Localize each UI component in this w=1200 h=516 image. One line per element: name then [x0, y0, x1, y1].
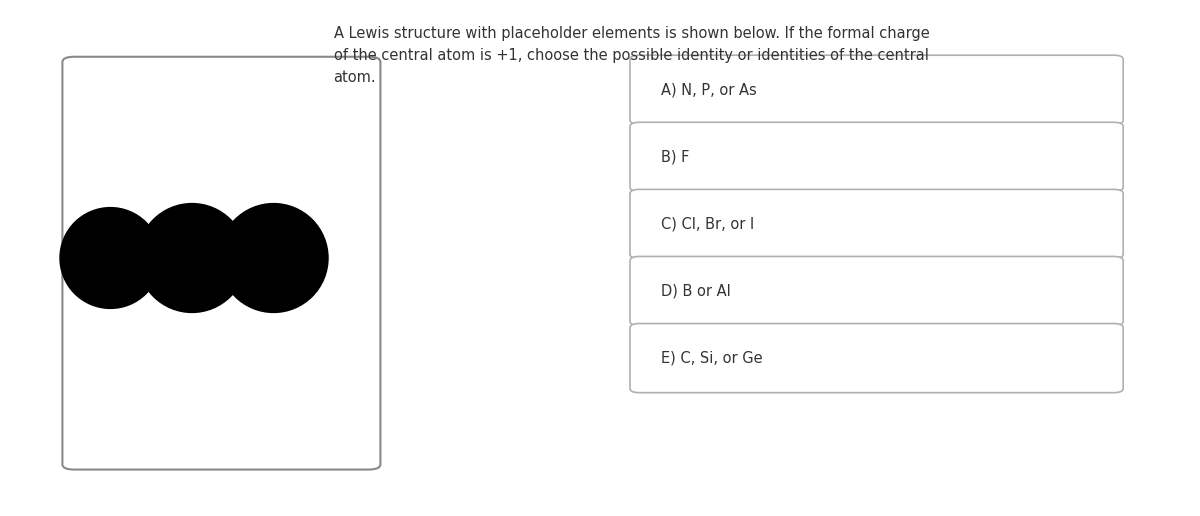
FancyBboxPatch shape	[630, 122, 1123, 191]
Text: D) B or Al: D) B or Al	[661, 283, 731, 299]
Text: C) Cl, Br, or I: C) Cl, Br, or I	[661, 216, 755, 232]
FancyBboxPatch shape	[630, 324, 1123, 393]
Text: A) N, P, or As: A) N, P, or As	[661, 82, 757, 98]
FancyBboxPatch shape	[630, 256, 1123, 326]
Text: E) C, Si, or Ge: E) C, Si, or Ge	[661, 350, 763, 366]
Text: A Lewis structure with placeholder elements is shown below. If the formal charge: A Lewis structure with placeholder eleme…	[334, 26, 929, 85]
Ellipse shape	[220, 204, 328, 312]
Ellipse shape	[138, 204, 246, 312]
FancyBboxPatch shape	[630, 55, 1123, 124]
Ellipse shape	[60, 207, 161, 309]
Text: B) F: B) F	[661, 149, 690, 165]
FancyBboxPatch shape	[630, 189, 1123, 259]
FancyBboxPatch shape	[62, 57, 380, 470]
